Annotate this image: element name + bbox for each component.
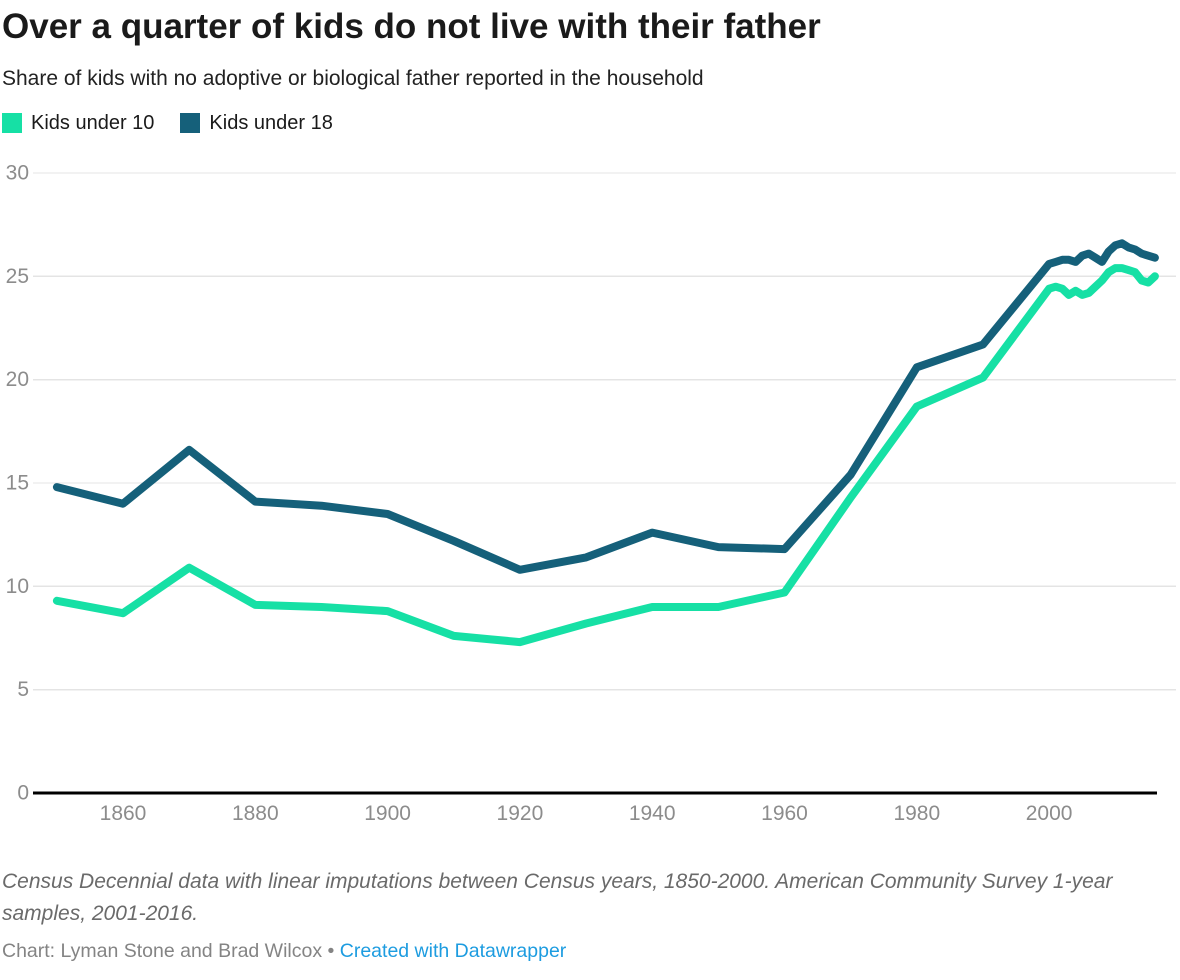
legend-label-kids-under-18: Kids under 18 <box>209 111 333 134</box>
series-line-kids-under-18 <box>52 239 1159 574</box>
x-axis-tick-label: 1920 <box>497 802 544 825</box>
credit-line: Chart: Lyman Stone and Brad Wilcox • Cre… <box>2 940 1132 963</box>
y-axis-tick-label: 20 <box>6 368 29 391</box>
legend-label-kids-under-10: Kids under 10 <box>31 111 155 134</box>
page-subtitle: Share of kids with no adoptive or biolog… <box>2 67 704 90</box>
y-axis-tick-label: 0 <box>17 782 29 805</box>
x-axis-tick-label: 1900 <box>364 802 411 825</box>
page-title: Over a quarter of kids do not live with … <box>2 7 821 46</box>
legend-item-kids-under-10: Kids under 10 <box>2 112 154 135</box>
legend-swatch-kids-under-10 <box>2 113 22 133</box>
datawrapper-link[interactable]: Created with Datawrapper <box>339 940 567 962</box>
y-axis-tick-label: 15 <box>6 471 29 494</box>
x-axis-tick-label: 1880 <box>232 802 279 825</box>
line-chart-svg: 0 5 10 15 20 25 30 1860 1880 1900 1920 1940 1960 1980… <box>6 161 1176 825</box>
x-axis-tick-label: 1940 <box>629 802 676 825</box>
line-chart: 0 5 10 15 20 25 30 1860 1880 1900 1920 1940 1960 1980… <box>0 160 1180 832</box>
legend-swatch-kids-under-18 <box>180 113 201 133</box>
legend: Kids under 10 Kids under 18 <box>2 111 1178 135</box>
chart-footer: Census Decennial data with linear imputa… <box>2 866 1132 963</box>
y-axis-tick-label: 10 <box>6 575 29 598</box>
x-axis-tick-label: 1980 <box>893 802 940 825</box>
y-axis-tick-label: 5 <box>17 678 29 701</box>
source-note: Census Decennial data with linear imputa… <box>2 870 1113 925</box>
legend-item-kids-under-18: Kids under 18 <box>180 111 333 135</box>
credit-separator: • <box>327 940 335 962</box>
credit-authors: Chart: Lyman Stone and Brad Wilcox <box>2 940 323 962</box>
y-axis-tick-label: 25 <box>6 265 29 288</box>
x-axis-tick-label: 1860 <box>100 802 147 825</box>
x-axis-tick-label: 1960 <box>761 802 808 825</box>
x-axis-tick-label: 2000 <box>1026 802 1073 825</box>
y-axis-tick-label: 30 <box>6 161 29 184</box>
series-line-kids-under-10 <box>52 264 1159 647</box>
